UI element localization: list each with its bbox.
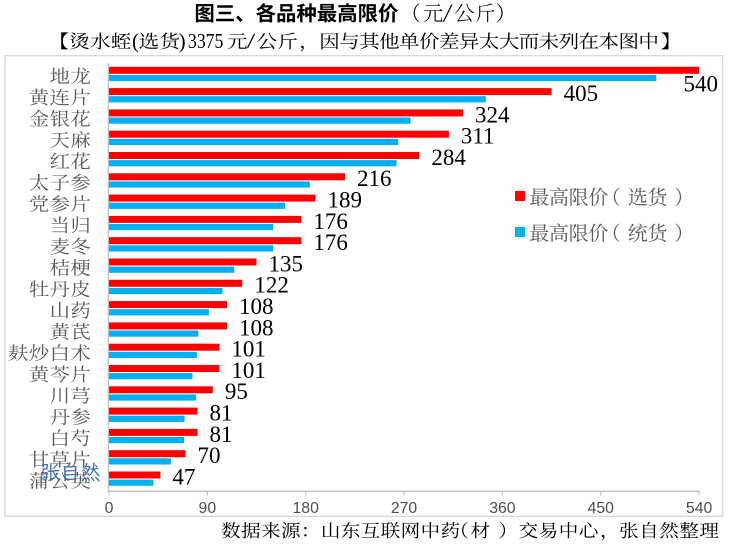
svg-text:101: 101 (231, 358, 266, 383)
svg-text:(: ( (132, 29, 139, 53)
svg-text:135: 135 (269, 251, 304, 276)
svg-text:284: 284 (431, 145, 466, 170)
svg-text:3375: 3375 (188, 29, 223, 53)
svg-text:81: 81 (210, 422, 233, 447)
svg-text:101: 101 (231, 337, 266, 362)
svg-text:189: 189 (328, 188, 363, 213)
svg-text:95: 95 (225, 379, 248, 404)
svg-text:70: 70 (197, 443, 220, 468)
svg-text:450: 450 (588, 500, 615, 517)
svg-text:122: 122 (254, 273, 289, 298)
svg-text:540: 540 (684, 72, 719, 97)
svg-text:180: 180 (293, 500, 320, 517)
svg-text:0: 0 (105, 500, 114, 517)
svg-text:108: 108 (239, 294, 274, 319)
svg-text:270: 270 (391, 500, 418, 517)
svg-text:324: 324 (475, 102, 510, 127)
svg-text:360: 360 (489, 500, 516, 517)
svg-text:176: 176 (313, 209, 348, 234)
svg-text:47: 47 (172, 464, 195, 489)
svg-text:311: 311 (461, 124, 495, 149)
svg-text:90: 90 (199, 500, 217, 517)
svg-text:108: 108 (239, 315, 274, 340)
svg-text:176: 176 (313, 230, 348, 255)
svg-text:81: 81 (210, 401, 233, 426)
svg-text:405: 405 (564, 81, 599, 106)
svg-text:): ) (179, 29, 186, 53)
svg-text:540: 540 (686, 500, 713, 517)
svg-text:216: 216 (357, 166, 392, 191)
